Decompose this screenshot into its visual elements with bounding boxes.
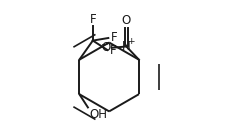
Text: O: O (101, 41, 111, 54)
Text: OH: OH (89, 108, 107, 121)
Text: F: F (111, 31, 118, 44)
Text: +: + (127, 37, 135, 46)
Text: F: F (110, 44, 117, 57)
Text: N: N (122, 40, 131, 53)
Text: −: − (100, 40, 108, 49)
Text: O: O (122, 14, 131, 27)
Text: F: F (89, 13, 96, 26)
